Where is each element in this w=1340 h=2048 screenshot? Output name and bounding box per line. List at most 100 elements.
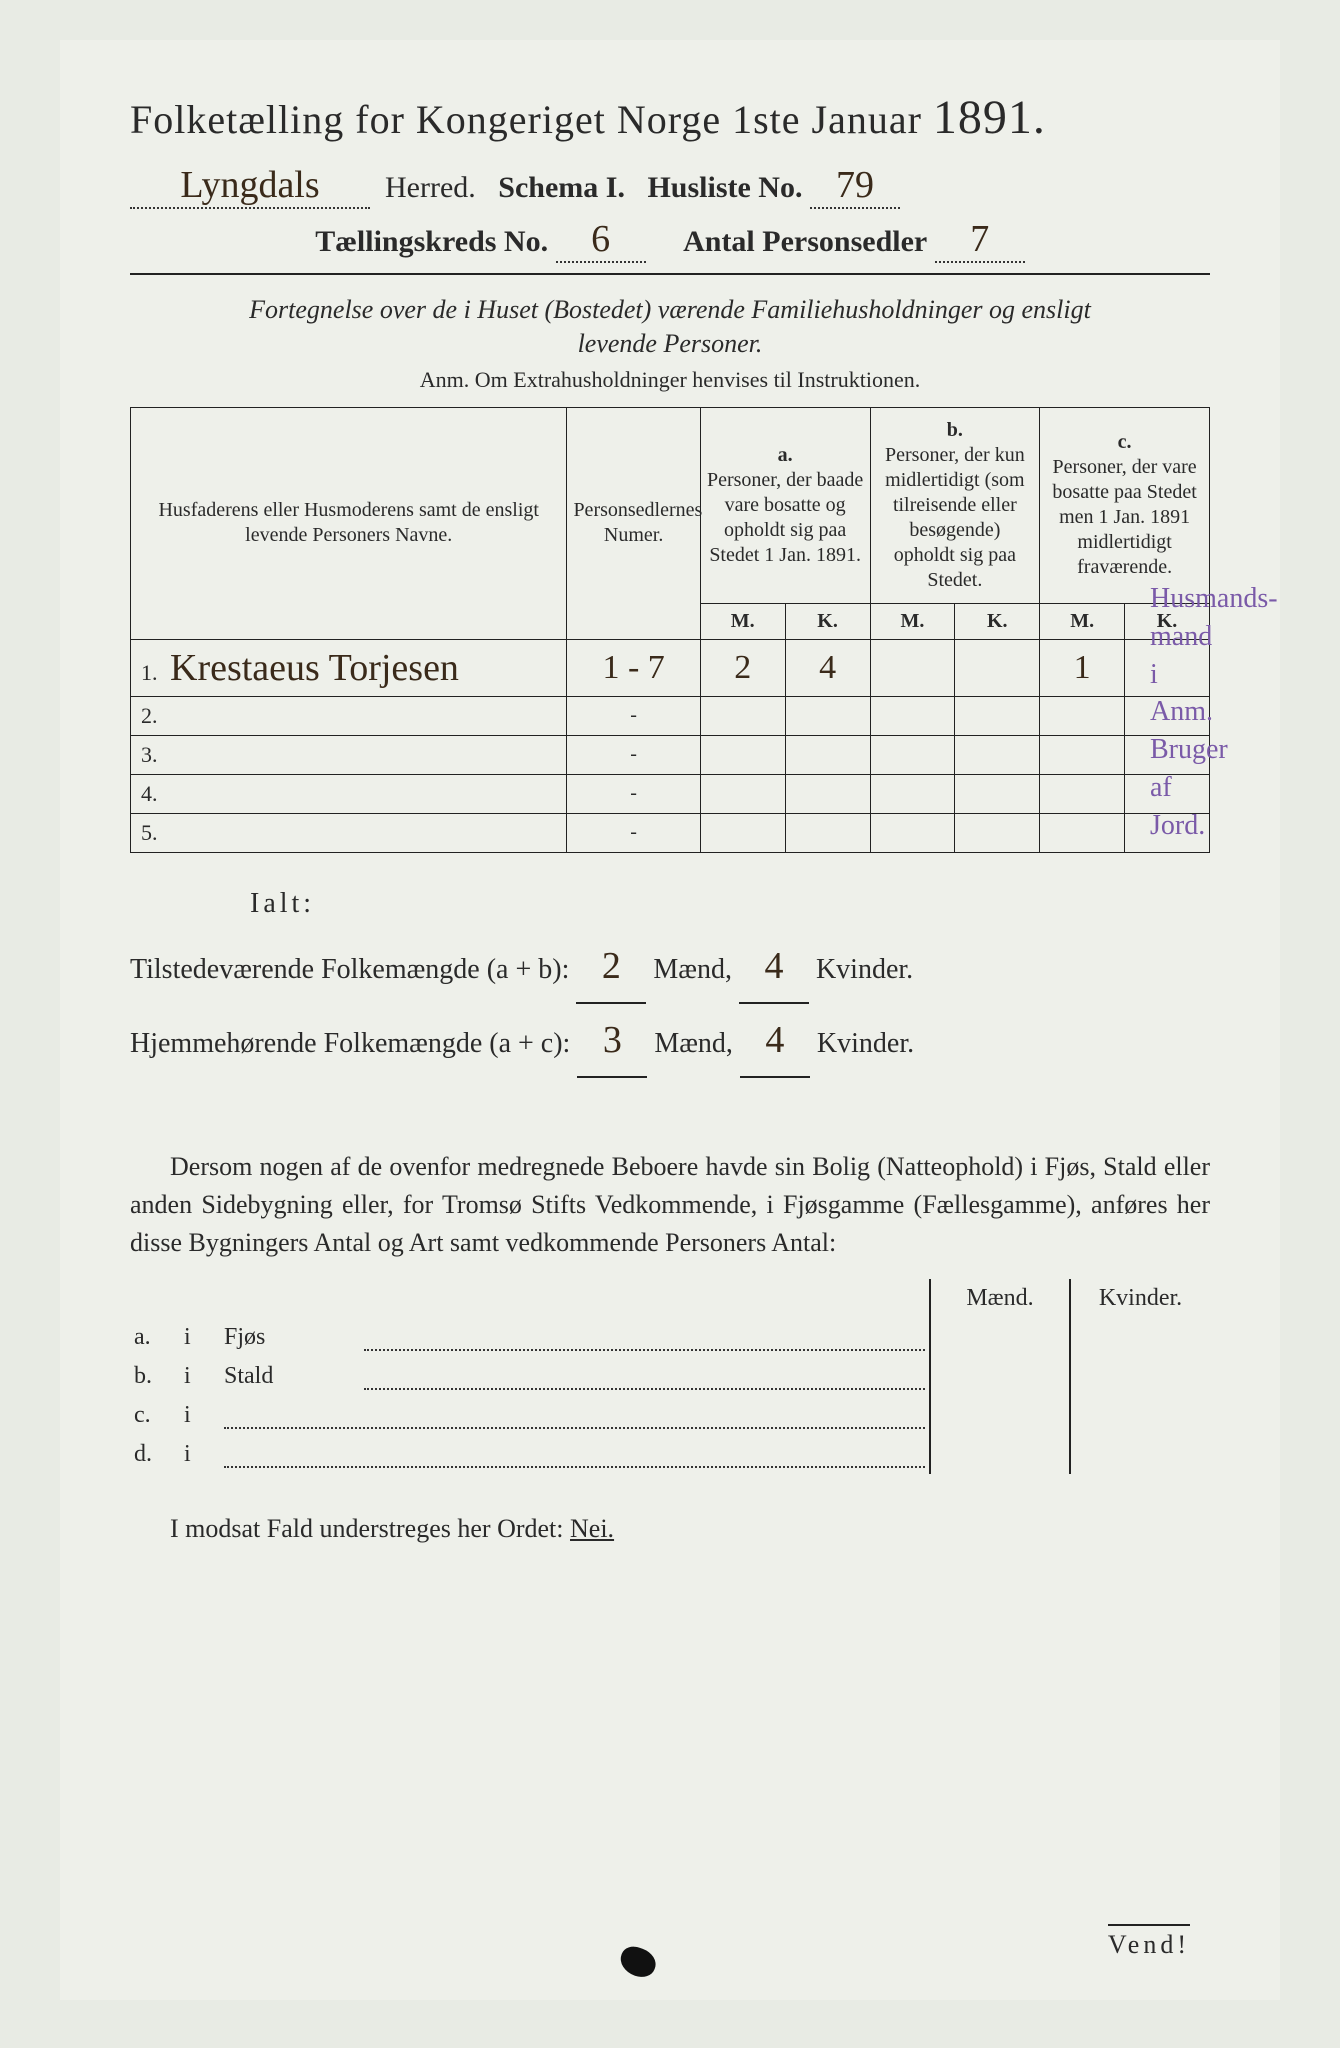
row-num: 4. (141, 781, 165, 807)
margin-note-line: mand (1150, 621, 1212, 652)
dotted-line (224, 1409, 925, 1429)
table-row: 1. Krestaeus Torjesen 1 - 7 2 4 1 (131, 639, 1210, 696)
row-aM: 2 (700, 639, 785, 696)
census-form-page: Folketælling for Kongeriget Norge 1ste J… (60, 40, 1280, 2000)
sub-i: i (180, 1318, 220, 1357)
nei-text: I modsat Fald understreges her Ordet: (170, 1514, 564, 1543)
sub-label: Stald (220, 1357, 360, 1396)
margin-note-line: af (1150, 772, 1172, 803)
kreds-value: 6 (556, 217, 646, 263)
row-ps: - (567, 696, 700, 735)
row-cM: 1 (1040, 639, 1125, 696)
col-c-label: c. (1118, 431, 1132, 453)
sub-label: Fjøs (220, 1318, 360, 1357)
dotted-line (224, 1448, 925, 1468)
husliste-label: Husliste No. (647, 171, 802, 204)
row-num: 5. (141, 820, 165, 846)
sub-maend-header: Mænd. (930, 1279, 1070, 1318)
kreds-label: Tællingskreds No. (315, 225, 548, 258)
schema-label: Schema I. (498, 171, 625, 204)
sub-row: b. i Stald (130, 1357, 1210, 1396)
sub-row: d. i (130, 1435, 1210, 1474)
ialt-label: Ialt: (250, 888, 315, 919)
sub-key: a. (130, 1318, 180, 1357)
col-a: a. Personer, der baade vare bosatte og o… (700, 407, 870, 603)
dotted-line (364, 1370, 925, 1390)
antal-value: 7 (935, 217, 1025, 263)
col-c: c. Personer, der vare bosatte paa Stedet… (1040, 407, 1210, 603)
intro-text: Fortegnelse over de i Huset (Bostedet) v… (130, 293, 1210, 361)
row-ps: - (567, 813, 700, 852)
col-b-k: K. (955, 603, 1040, 639)
row-ps: 1 - 7 (567, 639, 700, 696)
col-c-text: Personer, der vare bosatte paa Stedet me… (1052, 456, 1196, 578)
intro-line-2: levende Personer. (578, 329, 763, 358)
title-line-3: Tællingskreds No. 6 Antal Personsedler 7 (130, 217, 1210, 263)
table-row: 4. - (131, 774, 1210, 813)
totals-block: Ialt: Tilstedeværende Folkemængde (a + b… (130, 877, 1210, 1079)
row-num: 3. (141, 742, 165, 768)
margin-note-line: Anm. (1150, 696, 1213, 727)
maend-label: Mænd, (653, 954, 732, 985)
dotted-line (364, 1331, 925, 1351)
nei-line: I modsat Fald understreges her Ordet: Ne… (130, 1514, 1210, 1544)
sub-row: a. i Fjøs (130, 1318, 1210, 1357)
col-a-m: M. (700, 603, 785, 639)
ink-blot (616, 1943, 659, 1982)
outbuilding-paragraph: Dersom nogen af de ovenfor medregnede Be… (130, 1148, 1210, 1261)
table-row: 2. - (131, 696, 1210, 735)
tilstede-label: Tilstedeværende Folkemængde (a + b): (130, 954, 569, 985)
sub-key: d. (130, 1435, 180, 1474)
margin-note-line: i (1150, 659, 1158, 690)
row-ps: - (567, 735, 700, 774)
row-num: 2. (141, 703, 165, 729)
kvinder-label: Kvinder. (816, 954, 913, 985)
divider-rule (130, 273, 1210, 275)
maend-label: Mænd, (654, 1028, 733, 1059)
col-a-label: a. (778, 444, 793, 466)
herred-label: Herred. (385, 171, 476, 204)
sub-key: c. (130, 1396, 180, 1435)
col-a-k: K. (785, 603, 870, 639)
antal-label: Antal Personsedler (683, 225, 927, 258)
col-personseddel: Personsedlernes Numer. (567, 407, 700, 639)
tilstede-maend: 2 (576, 930, 646, 1004)
vend-label: Vend! (1108, 1924, 1190, 1960)
row-ps: - (567, 774, 700, 813)
sub-i: i (180, 1357, 220, 1396)
table-row: 3. - (131, 735, 1210, 774)
col-b-text: Personer, der kun midlertidigt (som tilr… (885, 444, 1025, 591)
title-line-2: Lyngdals Herred. Schema I. Husliste No. … (130, 163, 1210, 209)
margin-note-line: Bruger (1150, 734, 1228, 765)
kvinder-label: Kvinder. (817, 1028, 914, 1059)
intro-line-1: Fortegnelse over de i Huset (Bostedet) v… (249, 295, 1091, 324)
sub-key: b. (130, 1357, 180, 1396)
sub-row: c. i (130, 1396, 1210, 1435)
row-name-cell: 1. Krestaeus Torjesen (131, 639, 567, 696)
title-year: 1891. (933, 91, 1046, 144)
row-name: Krestaeus Torjesen (170, 647, 459, 689)
title-text: Folketælling for Kongeriget Norge 1ste J… (130, 97, 922, 142)
col-names: Husfaderens eller Husmoderens samt de en… (131, 407, 567, 639)
margin-note-line: Jord. (1150, 810, 1205, 841)
col-b-label: b. (947, 419, 963, 441)
table-row: 5. - (131, 813, 1210, 852)
herred-value: Lyngdals (130, 163, 370, 209)
sub-i: i (180, 1396, 220, 1435)
title-line-1: Folketælling for Kongeriget Norge 1ste J… (130, 90, 1210, 145)
col-c-m: M. (1040, 603, 1125, 639)
household-table: Husfaderens eller Husmoderens samt de en… (130, 407, 1210, 853)
col-b: b. Personer, der kun midlertidigt (som t… (870, 407, 1040, 603)
hjemme-maend: 3 (577, 1004, 647, 1078)
hjemme-kvinder: 4 (740, 1004, 810, 1078)
row-aK: 4 (785, 639, 870, 696)
row-bM (870, 639, 955, 696)
col-a-text: Personer, der baade vare bosatte og opho… (707, 469, 863, 566)
sub-kvinder-header: Kvinder. (1070, 1279, 1210, 1318)
nei-word: Nei. (570, 1514, 614, 1543)
col-b-m: M. (870, 603, 955, 639)
hjemme-label: Hjemmehørende Folkemængde (a + c): (130, 1028, 570, 1059)
tilstede-kvinder: 4 (739, 930, 809, 1004)
margin-note: Husmands- mand i Anm. Bruger af Jord. (1150, 580, 1290, 845)
margin-note-line: Husmands- (1150, 583, 1278, 614)
